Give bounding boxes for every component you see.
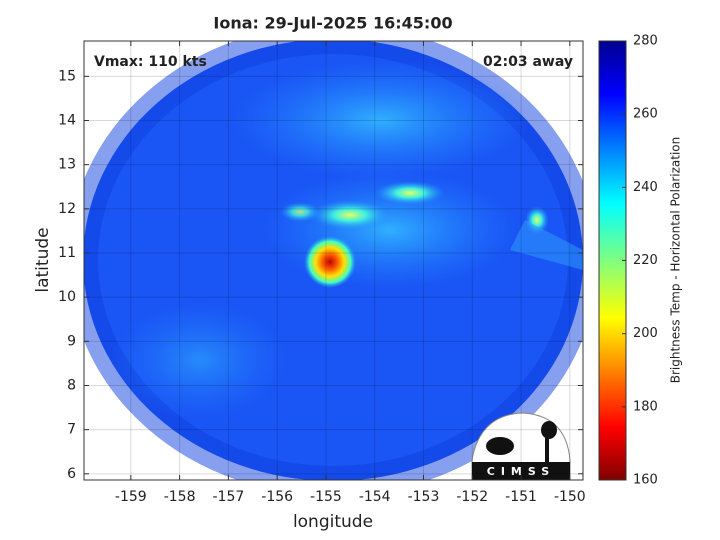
annotation: 02:03 away — [483, 54, 573, 70]
y-tick-label: 12 — [58, 201, 76, 217]
colorbar-tick-label: 160 — [633, 473, 658, 488]
y-tick-label: 14 — [58, 112, 76, 128]
x-tick-label: -150 — [554, 489, 586, 505]
x-tick-label: -156 — [261, 489, 293, 505]
logo: CIMSS — [471, 412, 571, 481]
colorbar-tick-label: 260 — [633, 107, 658, 122]
y-tick-label: 15 — [58, 68, 76, 84]
chart-title: Iona: 29-Jul-2025 16:45:00 — [213, 14, 452, 33]
x-tick-label: -152 — [456, 489, 488, 505]
plot-frame — [83, 40, 584, 481]
colorbar-tick-label: 280 — [633, 34, 658, 49]
colorbar-tick-label: 200 — [633, 326, 658, 341]
y-tick-label: 11 — [58, 245, 76, 261]
colorbar-tick-label: 240 — [633, 180, 658, 195]
y-tick-label: 10 — [58, 289, 76, 305]
annotation: Vmax: 110 kts — [94, 54, 207, 70]
y-tick-label: 9 — [67, 333, 76, 349]
y-axis-label: latitude — [33, 227, 53, 292]
x-tick-label: -151 — [505, 489, 537, 505]
x-tick-label: -153 — [408, 489, 440, 505]
y-tick-label: 7 — [67, 422, 76, 438]
x-tick-label: -158 — [164, 489, 196, 505]
y-tick-label: 8 — [67, 377, 76, 393]
satellite-image — [84, 41, 583, 480]
y-tick-label: 6 — [67, 466, 76, 482]
colorbar-tick-label: 180 — [633, 399, 658, 414]
colorbar — [598, 40, 627, 481]
colorbar-tick-label: 220 — [633, 253, 658, 268]
x-tick-label: -154 — [359, 489, 391, 505]
y-tick-label: 13 — [58, 157, 76, 173]
colorbar-label: Brightness Temp - Horizontal Polarizatio… — [669, 137, 683, 384]
x-tick-label: -159 — [115, 489, 147, 505]
logo-text: CIMSS — [487, 465, 555, 478]
x-axis-label: longitude — [293, 512, 373, 532]
x-tick-label: -157 — [212, 489, 244, 505]
x-tick-label: -155 — [310, 489, 342, 505]
